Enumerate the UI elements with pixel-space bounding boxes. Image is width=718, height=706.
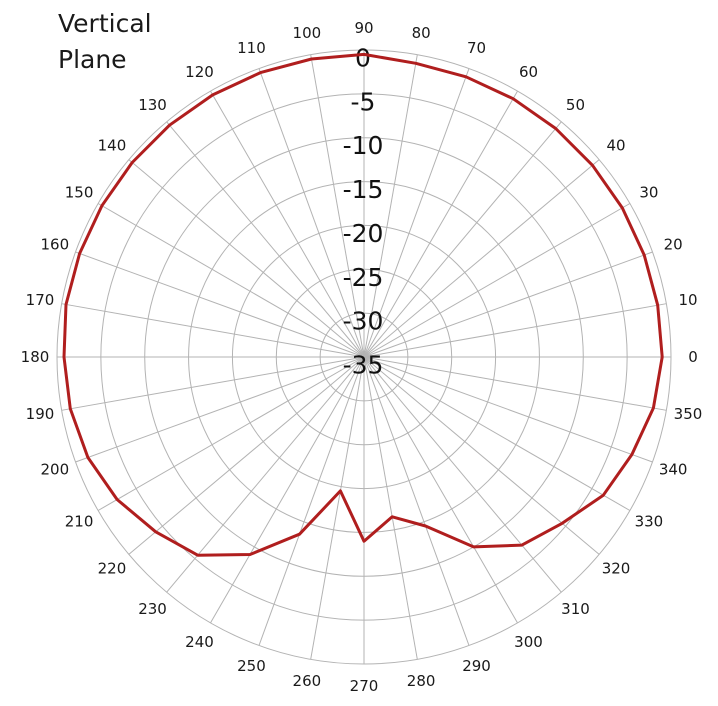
angular-grid-spokes: [57, 50, 671, 664]
radial-label-0: 0: [355, 44, 371, 73]
angle-tick-labels: 0 10 20 30 40 50 60 70 80 90 100 110 120 130 140 150 160…: [21, 19, 703, 695]
grid-spoke-170: [61, 303, 365, 358]
grid-spoke-120: [210, 90, 365, 358]
radial-label-4: -20: [343, 219, 384, 248]
grid-spoke-300: [363, 356, 518, 624]
grid-spoke-20: [363, 251, 653, 358]
angle-label-150: 150: [65, 184, 94, 202]
angle-label-10: 10: [678, 291, 697, 309]
radial-label-5: -25: [343, 263, 384, 292]
angle-label-160: 160: [41, 235, 70, 253]
series-layer: [62, 52, 664, 557]
radial-label-6: -30: [343, 307, 384, 336]
grid-spoke-240: [210, 356, 365, 624]
grid-spoke-210: [97, 356, 365, 511]
angle-label-120: 120: [185, 63, 214, 81]
radial-label-2: -10: [343, 131, 384, 160]
grid-spoke-220: [128, 356, 365, 555]
radial-label-7: -35: [343, 351, 384, 380]
grid-spoke-30: [363, 203, 631, 358]
angle-label-110: 110: [237, 39, 266, 57]
angle-label-170: 170: [26, 291, 55, 309]
grid-spoke-310: [363, 356, 562, 593]
angle-label-20: 20: [664, 235, 683, 253]
angle-label-190: 190: [26, 405, 55, 423]
angle-label-60: 60: [519, 63, 538, 81]
grid-spoke-230: [166, 356, 365, 593]
angle-label-140: 140: [98, 137, 127, 155]
angle-label-320: 320: [602, 559, 631, 577]
angle-label-220: 220: [98, 559, 127, 577]
chart-title-line-1: Vertical: [58, 9, 152, 38]
grid-spoke-50: [363, 121, 562, 358]
grid-spoke-10: [363, 303, 667, 358]
angle-label-330: 330: [635, 513, 664, 531]
grid-spoke-290: [363, 356, 470, 646]
angle-label-260: 260: [293, 672, 322, 690]
grid-spoke-140: [128, 159, 365, 358]
angle-label-250: 250: [237, 657, 266, 675]
grid-spoke-200: [75, 356, 365, 463]
grid-spoke-320: [363, 356, 600, 555]
angle-label-50: 50: [566, 96, 585, 114]
radial-tick-labels: 0 -5 -10 -15 -20 -25 -30 -35: [343, 44, 384, 380]
grid-spoke-330: [363, 356, 631, 511]
angle-label-130: 130: [138, 96, 167, 114]
angle-label-90: 90: [354, 19, 373, 37]
chart-title-line-2: Plane: [58, 45, 127, 74]
angle-label-290: 290: [462, 657, 491, 675]
angle-label-80: 80: [412, 24, 431, 42]
radial-label-1: -5: [351, 87, 376, 116]
series-line-0: [62, 52, 664, 557]
angle-label-30: 30: [639, 184, 658, 202]
grid-spoke-100: [310, 54, 365, 358]
grid-spoke-340: [363, 356, 653, 463]
angle-label-270: 270: [350, 677, 379, 695]
grid-spoke-150: [97, 203, 365, 358]
angle-label-180: 180: [21, 348, 50, 366]
angle-label-210: 210: [65, 513, 94, 531]
grid-spoke-40: [363, 159, 600, 358]
grid-spoke-80: [363, 54, 418, 358]
grid-spoke-110: [258, 68, 365, 358]
grid-spoke-160: [75, 251, 365, 358]
radial-label-3: -15: [343, 175, 384, 204]
angle-label-280: 280: [407, 672, 436, 690]
angle-label-100: 100: [293, 24, 322, 42]
angle-label-230: 230: [138, 600, 167, 618]
grid-spoke-190: [61, 356, 365, 411]
angle-label-350: 350: [674, 405, 703, 423]
angle-label-310: 310: [561, 600, 590, 618]
angle-label-40: 40: [606, 137, 625, 155]
grid-spoke-250: [258, 356, 365, 646]
angle-label-240: 240: [185, 633, 214, 651]
chart-title: Vertical Plane: [58, 6, 152, 78]
grid-spoke-60: [363, 90, 518, 358]
grid-spoke-350: [363, 356, 667, 411]
grid-spoke-70: [363, 68, 470, 358]
grid-spoke-280: [363, 356, 418, 660]
angle-label-300: 300: [514, 633, 543, 651]
grid-spoke-260: [310, 356, 365, 660]
angle-label-70: 70: [467, 39, 486, 57]
angle-label-200: 200: [41, 461, 70, 479]
angle-label-340: 340: [659, 461, 688, 479]
grid-spoke-130: [166, 121, 365, 358]
angle-label-0: 0: [688, 348, 698, 366]
